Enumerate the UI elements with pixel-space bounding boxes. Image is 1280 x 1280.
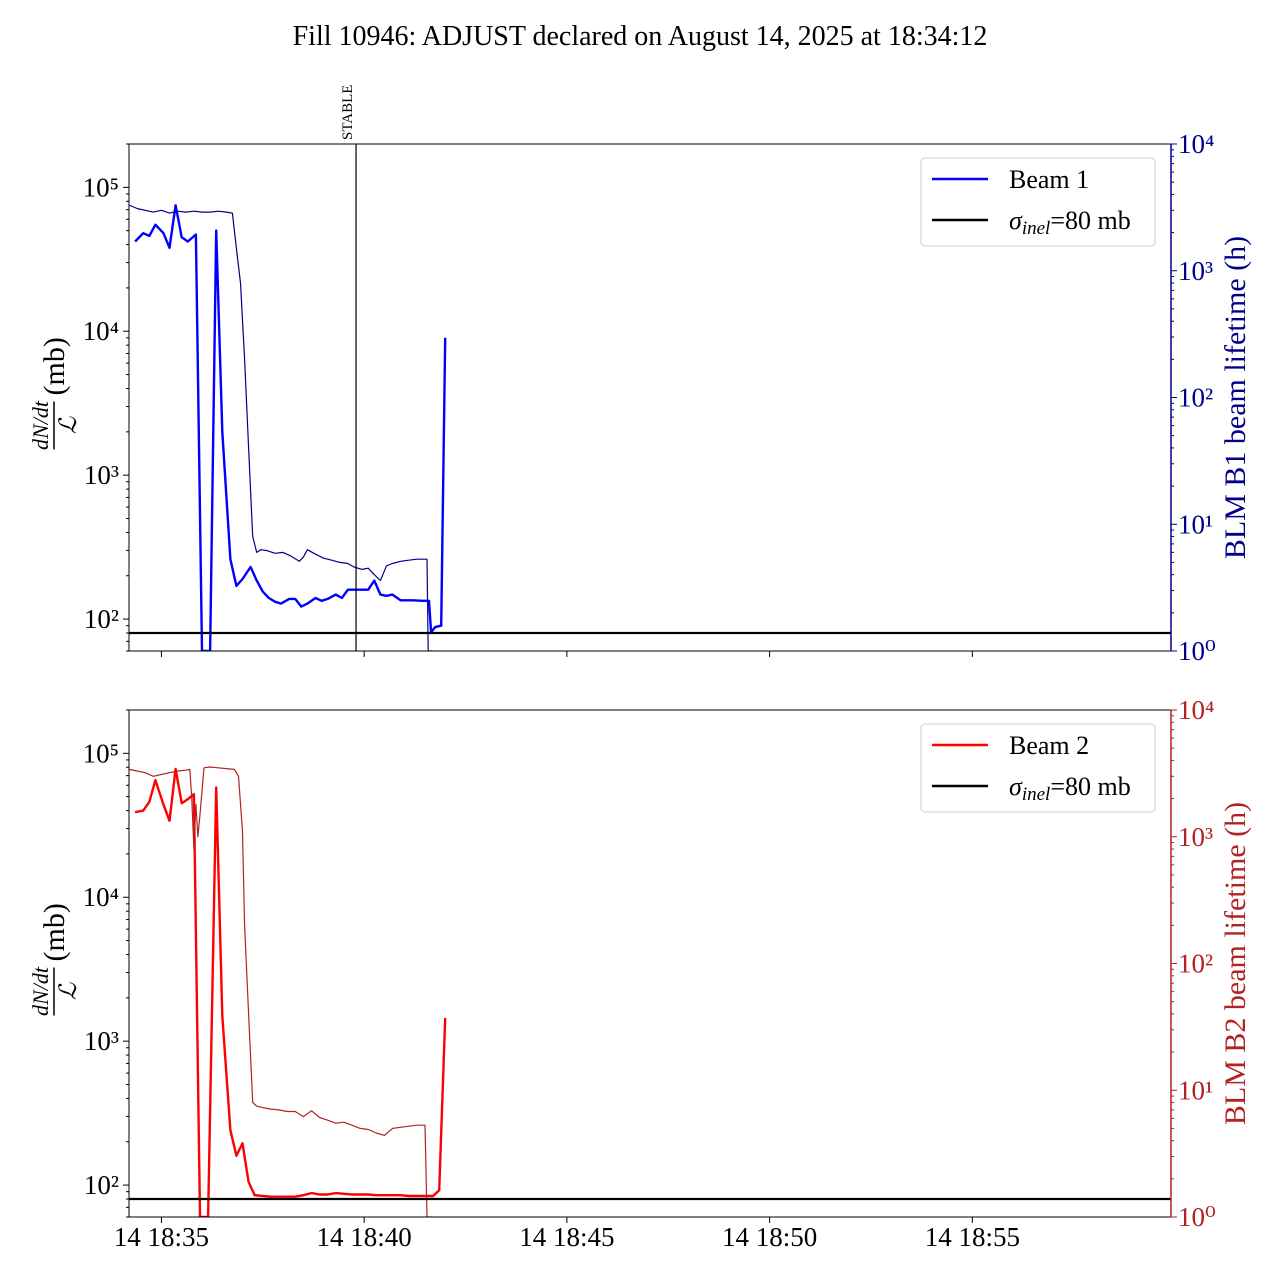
right-y-axis-label: BLM B1 beam lifetime (h): [1219, 236, 1252, 559]
right-y-tick-label: 10⁰: [1178, 1202, 1216, 1232]
right-y-tick-label: 10⁴: [1178, 695, 1214, 725]
legend-label-sigma: σinel=80 mb: [1009, 206, 1131, 239]
legend-label-sigma: σinel=80 mb: [1009, 772, 1131, 805]
right-y-tick-label: 10⁰: [1178, 636, 1216, 666]
top-panel-beam1: STABLE 10² 10³ 10⁴ 10⁵ 10⁰ 10¹ 10² 10³ 10⁴ BLM B1 …: [28, 85, 1252, 666]
series-line-beam-2: [134, 767, 447, 1217]
right-y-tick-label: 10⁴: [1178, 129, 1214, 159]
ylabel-numerator: dN/dt: [28, 966, 53, 1016]
legend: Beam 1 σinel=80 mb: [920, 157, 1156, 247]
x-tick-label: 14 18:40: [317, 1222, 412, 1252]
left-y-tick-label: 10⁴: [83, 882, 119, 912]
legend-label: Beam 1: [1009, 165, 1089, 194]
legend-label: Beam 2: [1009, 731, 1089, 760]
left-y-tick-label: 10⁴: [83, 316, 119, 346]
bottom-panel-beam2: 14 18:35 14 18:40 14 18:45 14 18:50 14 18:55…: [28, 695, 1252, 1252]
series-line-blm-b2-beam-lifetime: [129, 766, 434, 1217]
figure-title: Fill 10946: ADJUST declared on August 14…: [293, 21, 988, 52]
left-y-axis-label: dN/dt ℒ (mb): [28, 337, 82, 450]
ylabel-numerator: dN/dt: [28, 400, 53, 450]
left-y-tick-label: 10³: [84, 1026, 119, 1056]
left-y-tick-label: 10²: [84, 604, 119, 634]
ylabel-unit: (mb): [38, 903, 71, 961]
x-tick-label: 14 18:45: [519, 1222, 614, 1252]
series-line-blm-b1-beam-lifetime: [129, 204, 434, 651]
ylabel-denominator: ℒ: [56, 982, 82, 1000]
x-tick-label: 14 18:50: [722, 1222, 817, 1252]
right-y-tick-label: 10¹: [1178, 1075, 1213, 1105]
right-y-tick-label: 10¹: [1178, 509, 1213, 539]
x-tick-label: 14 18:55: [925, 1222, 1020, 1252]
left-y-tick-label: 10²: [84, 1170, 119, 1200]
left-y-tick-label: 10⁵: [83, 172, 119, 202]
right-y-axis-label: BLM B2 beam lifetime (h): [1219, 802, 1252, 1125]
right-y-tick-label: 10³: [1178, 822, 1213, 852]
ylabel-denominator: ℒ: [56, 416, 82, 434]
ylabel-unit: (mb): [38, 337, 71, 395]
series-line-beam-1: [134, 204, 447, 651]
left-y-axis-label: dN/dt ℒ (mb): [28, 903, 82, 1016]
right-y-tick-label: 10²: [1178, 383, 1213, 413]
legend: Beam 2 σinel=80 mb: [920, 723, 1156, 813]
right-y-tick-label: 10³: [1178, 256, 1213, 286]
left-y-tick-label: 10⁵: [83, 738, 119, 768]
x-tick-label: 14 18:35: [114, 1222, 209, 1252]
right-y-tick-label: 10²: [1178, 949, 1213, 979]
left-y-tick-label: 10³: [84, 460, 119, 490]
stable-marker-label: STABLE: [340, 85, 356, 140]
